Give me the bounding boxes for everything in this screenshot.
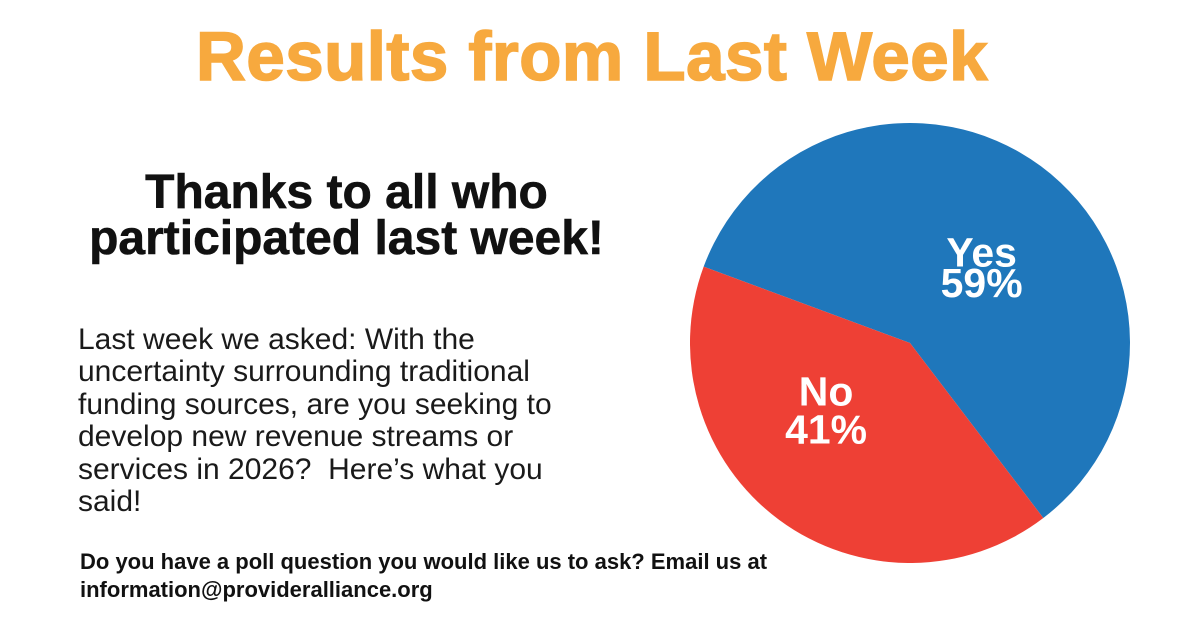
svg-text:59%: 59% (941, 260, 1023, 306)
svg-text:41%: 41% (785, 406, 867, 452)
